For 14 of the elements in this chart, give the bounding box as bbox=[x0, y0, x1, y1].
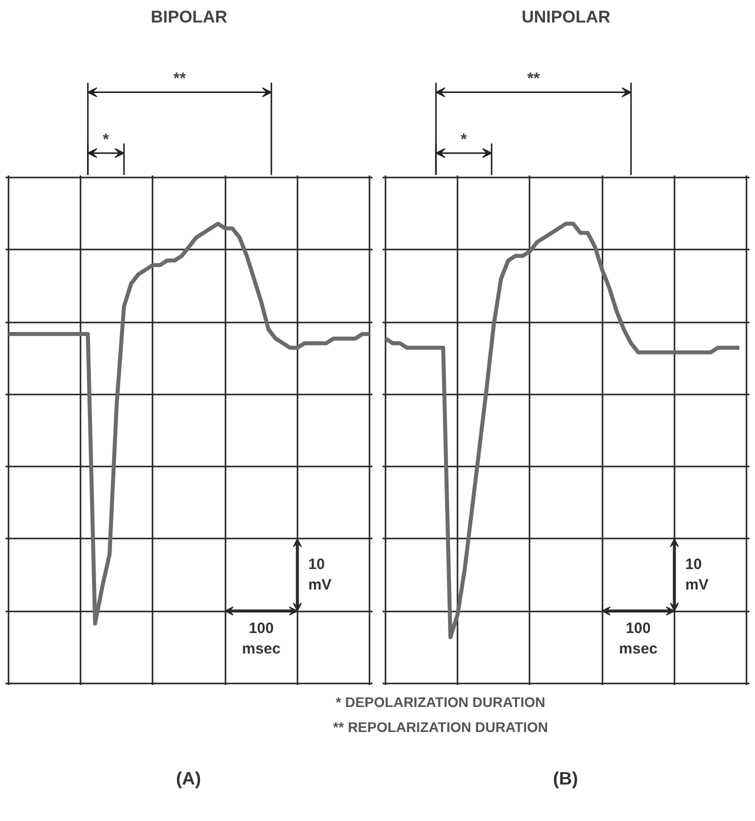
text: * bbox=[102, 131, 110, 148]
text: ** bbox=[527, 70, 540, 88]
text: (B) bbox=[553, 768, 578, 789]
text: (A) bbox=[176, 768, 202, 789]
annotation: 100 msec bbox=[242, 620, 280, 658]
text: * bbox=[460, 131, 468, 148]
annotation: 10 mV bbox=[685, 556, 709, 594]
text: ** REPOLARIZATION DURATION bbox=[333, 718, 548, 735]
annotation: 10 mV bbox=[308, 556, 332, 594]
text: ** bbox=[173, 70, 187, 88]
chart-title: BIPOLAR bbox=[150, 8, 228, 26]
chart-title: UNIPOLAR bbox=[522, 8, 610, 26]
annotation: 100 msec bbox=[619, 620, 658, 658]
text: * DEPOLARIZATION DURATION bbox=[336, 694, 546, 710]
